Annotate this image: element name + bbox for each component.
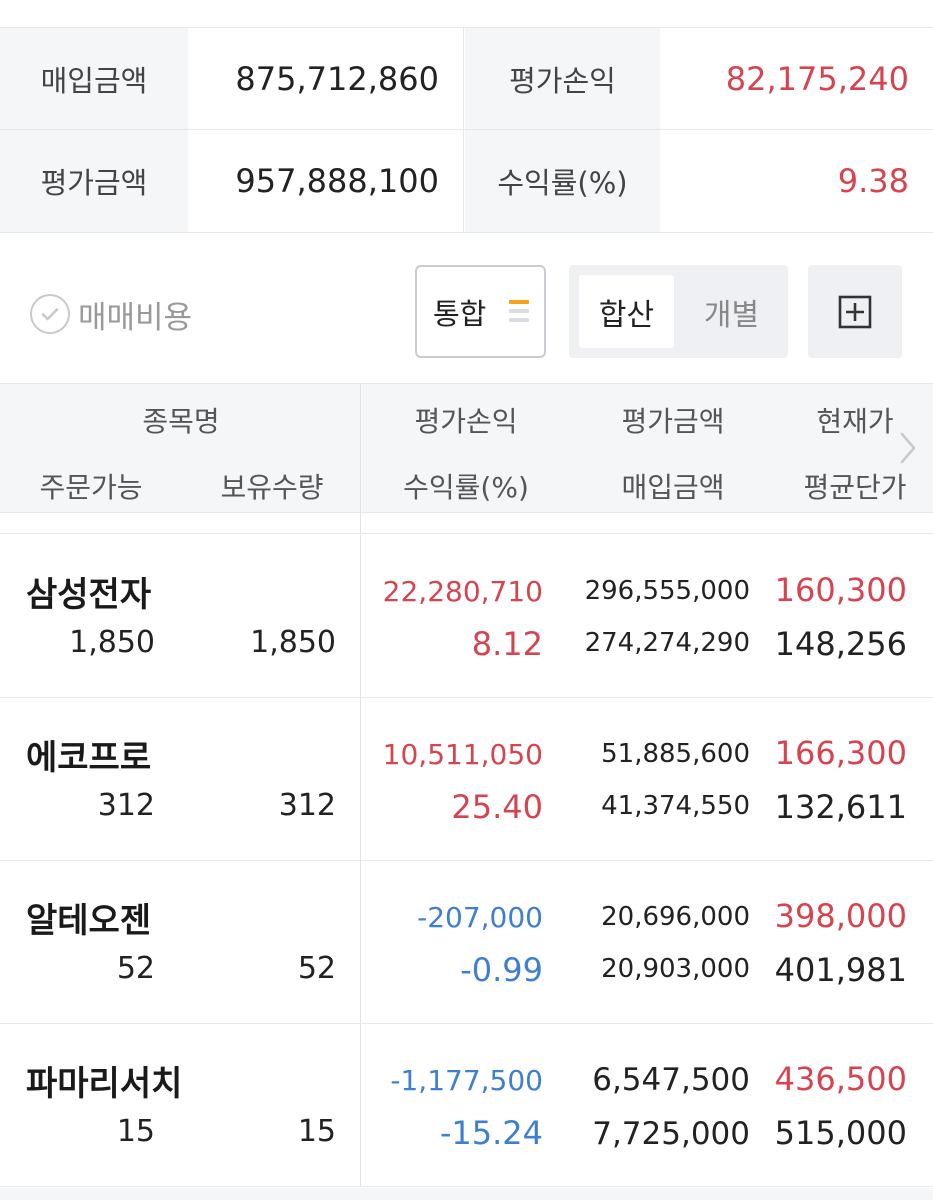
eval-pl: 10,511,050 bbox=[382, 738, 543, 771]
holding-qty: 1,850 bbox=[250, 625, 336, 660]
merge-view-label: 통합 bbox=[433, 296, 487, 331]
merge-view-button[interactable]: 통합 bbox=[415, 265, 546, 358]
header-avg-price: 평균단가 bbox=[803, 471, 907, 504]
eval-pl-value: 82,175,240 bbox=[660, 28, 933, 129]
segment-individual[interactable]: 개별 bbox=[703, 297, 760, 333]
orderable-qty: 52 bbox=[116, 951, 155, 986]
holding-qty: 15 bbox=[297, 1114, 336, 1149]
current-price: 160,300 bbox=[774, 571, 907, 609]
purchase-amount: 41,374,550 bbox=[601, 791, 750, 821]
current-price: 166,300 bbox=[774, 734, 907, 772]
header-eval-amount: 평가금액 bbox=[621, 405, 725, 438]
header-holding: 보유수량 bbox=[220, 471, 324, 504]
purchase-amount: 20,903,000 bbox=[601, 954, 750, 984]
stock-name: 삼성전자 bbox=[26, 575, 152, 615]
holdings-table-header: 종목명 주문가능 보유수량 평가손익 수익률(%) 평가금액 매입금액 현재가 … bbox=[0, 383, 933, 514]
holding-qty: 312 bbox=[278, 788, 336, 823]
eval-amount: 51,885,600 bbox=[601, 739, 750, 769]
table-row[interactable]: 알테오젠 52 52 -207,000 -0.99 20,696,000 20,903,00… bbox=[0, 861, 933, 1024]
trading-fee-label: 매매비용 bbox=[78, 299, 193, 336]
account-summary: 매입금액 875,712,860 평가손익 82,175,240 평가금액 95… bbox=[0, 27, 933, 233]
avg-price: 148,256 bbox=[774, 625, 907, 663]
eval-amount-label: 평가금액 bbox=[0, 130, 188, 232]
segment-sum[interactable]: 합산 bbox=[579, 275, 674, 348]
return-rate: -0.99 bbox=[460, 951, 543, 989]
header-orderable: 주문가능 bbox=[39, 471, 143, 504]
orderable-qty: 312 bbox=[97, 788, 155, 823]
purchase-amount-value: 875,712,860 bbox=[188, 28, 464, 129]
purchase-amount: 7,725,000 bbox=[592, 1116, 750, 1152]
eval-pl: 22,280,710 bbox=[382, 575, 543, 608]
holding-qty: 52 bbox=[297, 951, 336, 986]
avg-price: 132,611 bbox=[774, 788, 907, 826]
eval-amount-value: 957,888,100 bbox=[188, 130, 464, 232]
summary-row-2: 평가금액 957,888,100 수익률(%) 9.38 bbox=[0, 130, 933, 232]
current-price: 398,000 bbox=[774, 897, 907, 935]
eval-amount: 6,547,500 bbox=[592, 1062, 750, 1098]
stock-name: 에코프로 bbox=[26, 738, 152, 778]
list-menu-icon bbox=[509, 300, 529, 324]
eval-pl: -207,000 bbox=[417, 901, 543, 934]
eval-pl: -1,177,500 bbox=[390, 1064, 543, 1097]
purchase-amount-label: 매입금액 bbox=[0, 28, 188, 129]
summary-row-1: 매입금액 875,712,860 평가손익 82,175,240 bbox=[0, 28, 933, 130]
eval-amount: 20,696,000 bbox=[601, 902, 750, 932]
purchase-amount: 274,274,290 bbox=[584, 628, 750, 658]
eval-amount: 296,555,000 bbox=[584, 576, 750, 606]
stock-name: 알테오젠 bbox=[26, 901, 152, 941]
avg-price: 515,000 bbox=[774, 1114, 907, 1152]
header-eval-pl: 평가손익 bbox=[414, 405, 518, 438]
return-rate-label: 수익률(%) bbox=[465, 130, 660, 232]
return-rate: 25.40 bbox=[451, 788, 543, 826]
return-rate: -15.24 bbox=[439, 1114, 543, 1152]
current-price: 436,500 bbox=[774, 1060, 907, 1098]
header-current-price: 현재가 bbox=[816, 405, 894, 438]
plus-square-icon bbox=[838, 295, 872, 328]
return-rate: 8.12 bbox=[471, 625, 543, 663]
orderable-qty: 15 bbox=[116, 1114, 155, 1149]
table-bottom bbox=[0, 1188, 933, 1200]
stock-name: 파마리서치 bbox=[26, 1064, 183, 1104]
header-return: 수익률(%) bbox=[403, 471, 529, 504]
expand-button[interactable] bbox=[808, 265, 902, 358]
table-row[interactable]: 삼성전자 1,850 1,850 22,280,710 8.12 296,555,000 2… bbox=[0, 535, 933, 698]
header-name: 종목명 bbox=[142, 405, 220, 438]
orderable-qty: 1,850 bbox=[69, 625, 155, 660]
table-spacer bbox=[0, 514, 933, 534]
sum-individual-toggle: 합산 개별 bbox=[569, 265, 788, 358]
header-purchase-amount: 매입금액 bbox=[621, 471, 725, 504]
table-row[interactable]: 에코프로 312 312 10,511,050 25.40 51,885,600 41,37… bbox=[0, 698, 933, 861]
chevron-right-icon[interactable] bbox=[892, 428, 924, 468]
check-icon bbox=[30, 294, 70, 334]
avg-price: 401,981 bbox=[774, 951, 907, 989]
trading-fee-toggle[interactable]: 매매비용 bbox=[30, 292, 192, 336]
return-rate-value: 9.38 bbox=[660, 130, 933, 232]
table-row[interactable]: 파마리서치 15 15 -1,177,500 -15.24 6,547,500 7,725,… bbox=[0, 1024, 933, 1187]
eval-pl-label: 평가손익 bbox=[465, 28, 660, 129]
